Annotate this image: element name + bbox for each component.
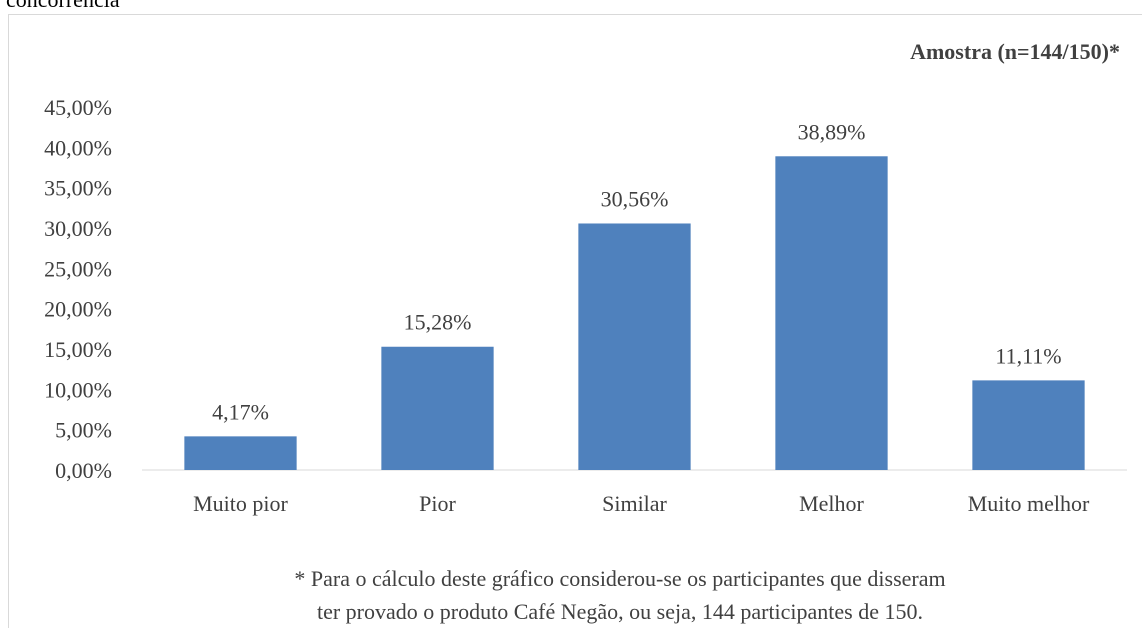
- bar: [381, 346, 494, 470]
- data-label: 38,89%: [798, 119, 866, 144]
- data-label: 11,11%: [995, 343, 1061, 368]
- x-tick-label: Muito pior: [193, 491, 288, 516]
- y-tick-label: 35,00%: [44, 176, 112, 201]
- y-tick-label: 0,00%: [55, 458, 112, 483]
- y-tick-label: 25,00%: [44, 256, 112, 281]
- bar: [578, 223, 691, 470]
- chart-frame: [8, 14, 1142, 628]
- y-tick-label: 30,00%: [44, 216, 112, 241]
- y-tick-label: 40,00%: [44, 135, 112, 160]
- footnote: ter provado o produto Café Negão, ou sej…: [317, 599, 923, 624]
- data-label: 15,28%: [404, 310, 472, 335]
- bar: [972, 380, 1085, 470]
- chart-title: concorrência: [6, 0, 120, 12]
- y-tick-label: 45,00%: [44, 95, 112, 120]
- bar: [184, 436, 297, 470]
- x-tick-label: Similar: [602, 491, 667, 516]
- y-tick-label: 5,00%: [55, 418, 112, 443]
- annotation: Amostra (n=144/150)*: [910, 39, 1120, 64]
- y-tick-label: 10,00%: [44, 377, 112, 402]
- data-label: 30,56%: [601, 186, 669, 211]
- y-tick-label: 20,00%: [44, 297, 112, 322]
- x-tick-label: Pior: [419, 491, 456, 516]
- data-label: 4,17%: [212, 399, 269, 424]
- x-tick-label: Muito melhor: [968, 491, 1090, 516]
- x-tick-label: Melhor: [799, 491, 864, 516]
- footnote: * Para o cálculo deste gráfico considero…: [294, 566, 945, 591]
- bar: [775, 156, 888, 470]
- y-tick-label: 15,00%: [44, 337, 112, 362]
